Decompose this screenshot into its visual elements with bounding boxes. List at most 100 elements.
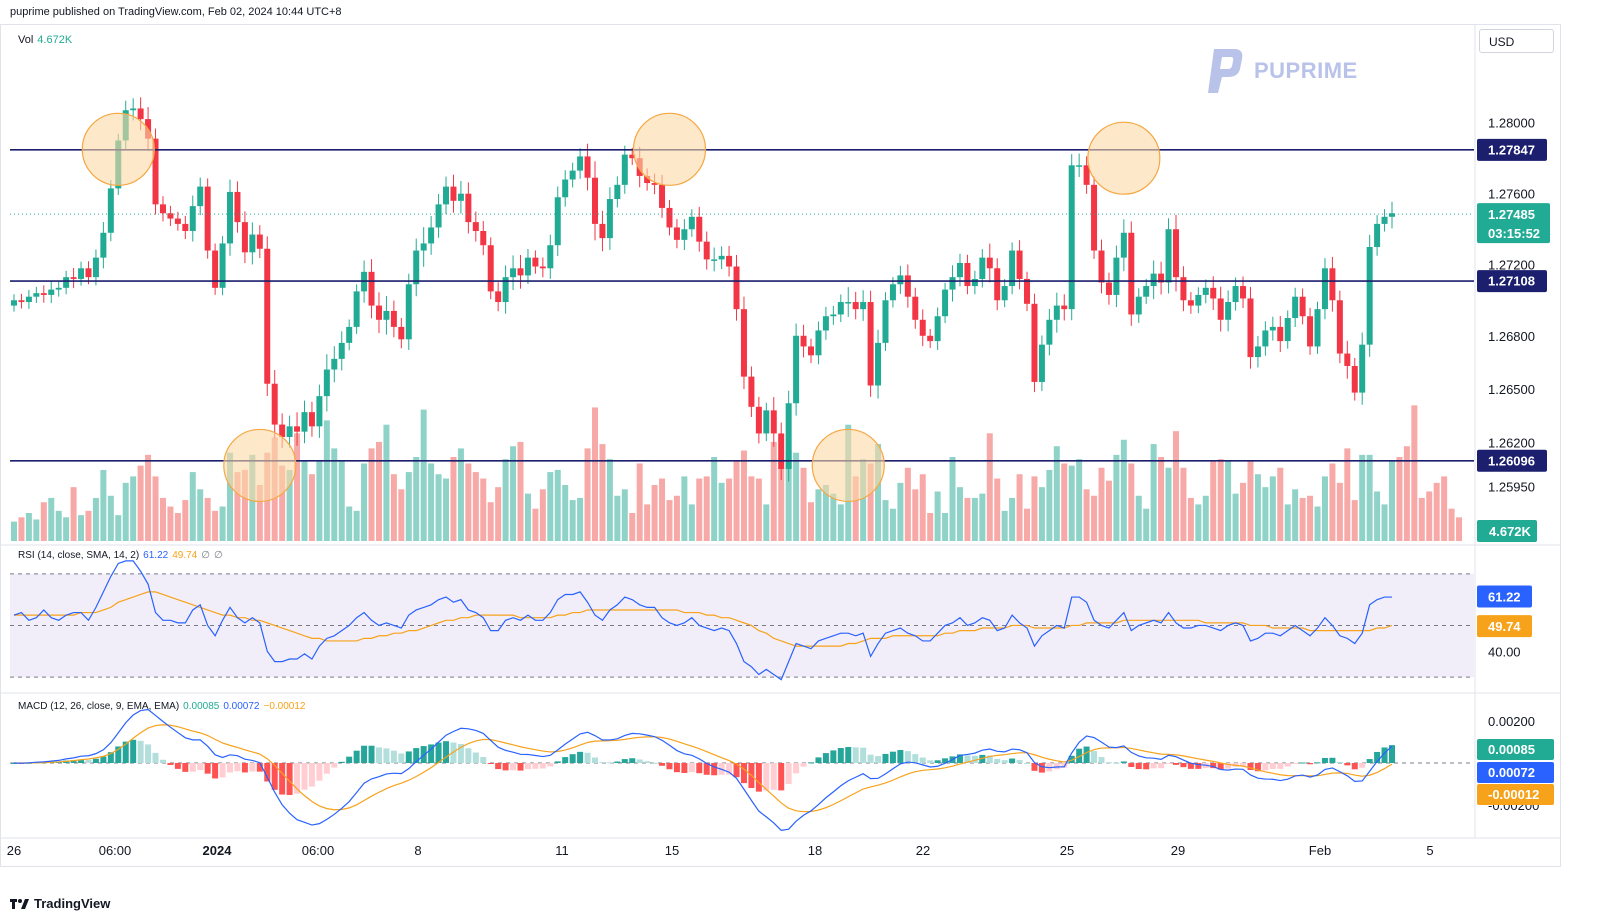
volume-bar [227,452,234,541]
candle-body [1031,303,1038,382]
macd-histogram-bar [1314,762,1321,764]
macd-axis-tick: 0.00200 [1488,714,1535,729]
candle-body [584,156,591,178]
candle-body [510,268,517,278]
macd-histogram-bar [651,762,658,764]
macd-histogram-bar [1061,763,1068,768]
price-axis-tick: 1.26800 [1488,329,1535,344]
volume-bar [860,459,867,541]
volume-bar [882,500,889,541]
candle-body [338,342,345,359]
volume-bar [711,457,718,541]
candle-body [25,296,32,303]
volume-bar [167,506,174,541]
candle-body [390,310,397,327]
candle-body [189,206,196,231]
macd-histogram-bar [234,763,241,772]
volume-bar [1389,461,1395,541]
macd-histogram-bar [1344,763,1351,766]
volume-bar [301,461,308,541]
macd-histogram-bar [688,763,695,773]
candle-body [85,268,92,278]
volume-bar [197,489,204,541]
candle-body [1024,278,1031,304]
macd-histogram-bar [569,754,576,763]
volume-bar [629,513,636,541]
candle-body [1001,286,1008,301]
macd-histogram-bar [1336,761,1343,763]
candle-body [1269,326,1276,331]
candle-body [1143,286,1150,297]
macd-histogram-bar [1292,763,1299,764]
candle-body [137,108,144,120]
candle-body [673,227,680,240]
candle-body [375,305,382,320]
rsi-legend-extra1: ∅ [201,550,210,561]
candle-body [971,278,978,287]
macd-histogram-bar [793,763,800,774]
macd-histogram-bar [889,751,896,763]
macd-histogram-bar [1172,763,1179,765]
candle-body [1277,326,1284,342]
candle-body [830,314,837,317]
macd-histogram-bar [301,763,308,790]
candle-body [1284,318,1291,342]
macd-histogram-bar [1135,763,1142,770]
macd-histogram-bar [1053,763,1060,770]
volume-bar [398,489,405,541]
volume-bar [532,508,539,541]
macd-histogram-bar [197,763,204,771]
macd-histogram-bar [554,761,561,763]
candle-body [562,179,569,198]
macd-histogram-bar [316,763,323,781]
highlight-circle [632,112,707,186]
volume-bar [793,452,800,541]
time-axis-label: 15 [665,843,679,858]
level-price-tag [1477,449,1547,472]
countdown-label: 03:15:52 [1488,226,1540,241]
candle-body [532,257,539,267]
volume-bar [189,472,196,541]
candle-body [800,335,807,347]
candle-body [1172,229,1179,278]
macd-histogram-bar [159,759,166,763]
volume-bar [755,478,762,541]
macd-histogram-bar [681,763,688,773]
macd-histogram-bar [584,752,591,763]
macd-histogram-bar [562,757,569,763]
volume-bar [726,478,733,541]
macd-histogram-bar [733,763,740,778]
candle-body [33,293,40,297]
candle-body [748,376,755,407]
candle-body [614,184,621,200]
volume-bar [577,497,584,541]
macd-histogram-bar [279,763,286,795]
time-axis-label: 2024 [203,843,233,858]
volume-bar [1441,476,1448,541]
macd-histogram-bar [212,763,219,779]
volume-bar [63,517,70,541]
candle-body [1217,298,1224,320]
volume-bar [1396,457,1403,541]
macd-histogram-bar [659,763,666,766]
volume-bar [1217,459,1224,541]
macd-histogram-bar [1001,760,1008,763]
volume-bar [323,420,330,541]
macd-histogram-bar [510,763,517,771]
time-axis-label: 11 [555,843,569,858]
volume-bar [733,461,740,541]
volume-bar [897,482,904,541]
candle-body [174,218,181,224]
volume-bar [1366,454,1373,541]
volume-bar [1247,461,1254,541]
macd-histogram-bar [1120,761,1127,763]
macd-histogram-bar [524,763,531,770]
macd-histogram-bar [517,763,524,771]
candle-body [591,177,598,224]
candle-body [845,302,852,304]
time-axis-label: 5 [1426,843,1433,858]
macd-histogram-bar [897,750,904,763]
currency-button[interactable]: USD [1479,29,1554,53]
volume-bar [554,469,561,541]
